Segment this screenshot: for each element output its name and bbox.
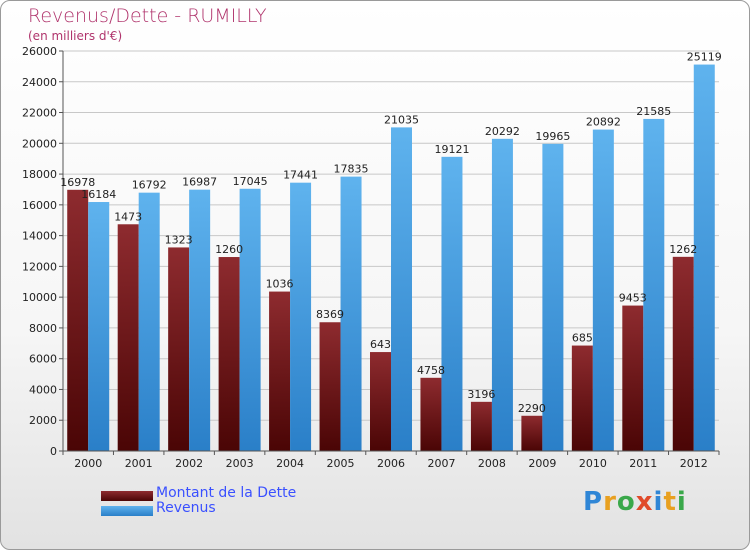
debt-data-label: 1036: [266, 278, 294, 291]
debt-data-label: 1473: [114, 210, 142, 223]
x-tick-label: 2006: [377, 457, 405, 470]
debt-bar: [420, 377, 442, 451]
debt-bar: [319, 322, 341, 451]
logo-letter: P: [583, 487, 604, 517]
debt-data-label: 1323: [165, 233, 193, 246]
y-tick-label: 16000: [22, 199, 57, 212]
x-tick-label: 2003: [226, 457, 254, 470]
revenue-bar: [441, 156, 463, 452]
debt-data-label: 9453: [619, 292, 647, 305]
revenue-data-label: 16184: [81, 188, 116, 201]
y-tick-label: 10000: [22, 291, 57, 304]
revenue-data-label: 19965: [535, 130, 570, 143]
debt-bar: [521, 415, 543, 451]
x-tick-label: 2004: [276, 457, 304, 470]
debt-data-label: 4758: [417, 364, 445, 377]
revenue-data-label: 20892: [586, 116, 621, 129]
revenue-bar: [239, 188, 261, 451]
debt-bar: [672, 256, 694, 451]
revenue-bar: [542, 143, 564, 451]
y-tick-label: 18000: [22, 168, 57, 181]
logo-letter: x: [635, 487, 654, 517]
revenue-data-label: 16987: [182, 176, 217, 189]
x-tick-label: 2009: [528, 457, 556, 470]
debt-data-label: 16978: [60, 176, 95, 189]
debt-data-label: 2290: [518, 402, 546, 415]
y-tick-label: 0: [50, 445, 57, 458]
revenue-data-label: 19121: [434, 143, 469, 156]
revenue-data-label: 16792: [132, 179, 167, 192]
revenue-data-label: 17835: [334, 163, 369, 176]
debt-data-label: 1260: [215, 243, 243, 256]
x-tick-label: 2001: [125, 457, 153, 470]
debt-bar: [370, 352, 391, 451]
revenue-data-label: 21585: [636, 105, 671, 118]
y-tick-label: 14000: [22, 230, 57, 243]
y-tick-label: 8000: [29, 322, 57, 335]
legend-swatch-debt: [101, 491, 153, 501]
revenue-bar: [592, 129, 614, 452]
x-tick-label: 2000: [74, 457, 102, 470]
revenue-bar: [189, 189, 211, 451]
y-tick-label: 4000: [29, 383, 57, 396]
debt-data-label: 1262: [669, 243, 697, 256]
revenue-bar: [88, 202, 110, 451]
x-tick-label: 2011: [629, 457, 657, 470]
y-tick-label: 26000: [22, 45, 57, 58]
x-tick-label: 2002: [175, 457, 203, 470]
revenue-bar: [491, 138, 513, 452]
revenue-data-label: 20292: [485, 125, 520, 138]
y-tick-label: 24000: [22, 76, 57, 89]
debt-bar: [622, 305, 644, 451]
debt-data-label: 685: [572, 332, 593, 345]
logo-letter: i: [653, 487, 664, 517]
debt-bar: [168, 247, 190, 451]
revenue-bar: [138, 192, 160, 451]
y-tick-label: 2000: [29, 414, 57, 427]
logo-letter: o: [616, 487, 636, 517]
debt-bar: [470, 401, 492, 451]
debt-data-label: 8369: [316, 308, 344, 321]
debt-data-label: 643: [370, 338, 391, 351]
revenue-data-label: 21035: [384, 113, 419, 126]
revenue-bar: [643, 118, 665, 451]
revenue-bar: [391, 127, 412, 451]
debt-bar: [117, 224, 139, 451]
revenue-bar: [290, 182, 312, 451]
legend-swatch-revenue: [101, 506, 153, 516]
legend-label-revenue: Revenus: [156, 500, 216, 516]
x-tick-label: 2010: [579, 457, 607, 470]
logo-letter: r: [603, 487, 617, 517]
chart-title: Revenus/Dette - RUMILLY: [28, 5, 267, 27]
logo-letter: i: [676, 487, 687, 517]
x-tick-label: 2012: [680, 457, 708, 470]
revenue-data-label: 17045: [233, 175, 268, 188]
x-tick-label: 2005: [327, 457, 355, 470]
legend-label-debt: Montant de la Dette: [156, 485, 297, 501]
logo-letter: t: [663, 487, 677, 517]
chart-subtitle: (en milliers d'€): [28, 29, 123, 43]
revenue-data-label: 17441: [283, 169, 318, 182]
proxiti-logo: Proxiti: [583, 487, 687, 517]
debt-bar: [571, 345, 593, 451]
y-tick-label: 12000: [22, 260, 57, 273]
y-tick-label: 6000: [29, 353, 57, 366]
revenue-bar: [340, 176, 362, 451]
debt-bar: [218, 257, 240, 451]
y-tick-label: 22000: [22, 107, 57, 120]
revenue-bar: [693, 64, 715, 452]
revenue-data-label: 25119: [687, 51, 722, 64]
x-tick-label: 2007: [427, 457, 455, 470]
debt-bar: [67, 189, 89, 452]
debt-data-label: 3196: [467, 388, 495, 401]
x-tick-label: 2008: [478, 457, 506, 470]
debt-bar: [269, 291, 291, 451]
y-tick-label: 20000: [22, 137, 57, 150]
